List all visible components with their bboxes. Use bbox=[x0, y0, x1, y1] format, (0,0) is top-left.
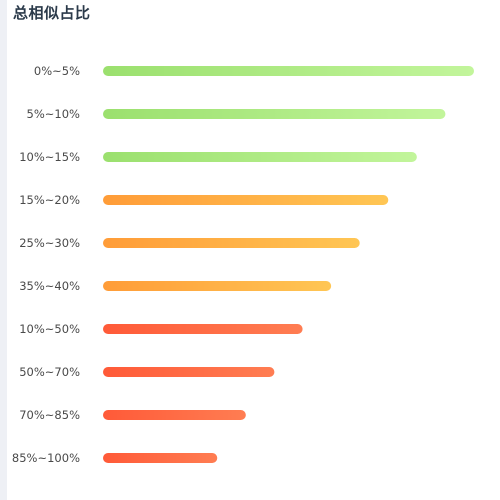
left-edge-strip bbox=[0, 0, 7, 500]
bar-2 bbox=[103, 152, 417, 162]
category-label-8: 70%~85% bbox=[19, 408, 80, 422]
category-label-2: 10%~15% bbox=[19, 150, 80, 164]
bar-6 bbox=[103, 324, 303, 334]
category-label-0: 0%~5% bbox=[34, 64, 80, 78]
bar-0 bbox=[103, 66, 474, 76]
bar-7 bbox=[103, 367, 275, 377]
category-label-1: 5%~10% bbox=[27, 107, 81, 121]
bar-1 bbox=[103, 109, 446, 119]
category-label-7: 50%~70% bbox=[19, 365, 80, 379]
bar-8 bbox=[103, 410, 246, 420]
bar-9 bbox=[103, 453, 218, 463]
chart-title: 总相似占比 bbox=[13, 4, 91, 22]
category-label-4: 25%~30% bbox=[19, 236, 80, 250]
category-label-9: 85%~100% bbox=[12, 451, 80, 465]
bar-3 bbox=[103, 195, 389, 205]
category-label-3: 15%~20% bbox=[19, 193, 80, 207]
bar-4 bbox=[103, 238, 360, 248]
bar-5 bbox=[103, 281, 332, 291]
category-label-6: 10%~50% bbox=[19, 322, 80, 336]
category-label-5: 35%~40% bbox=[19, 279, 80, 293]
